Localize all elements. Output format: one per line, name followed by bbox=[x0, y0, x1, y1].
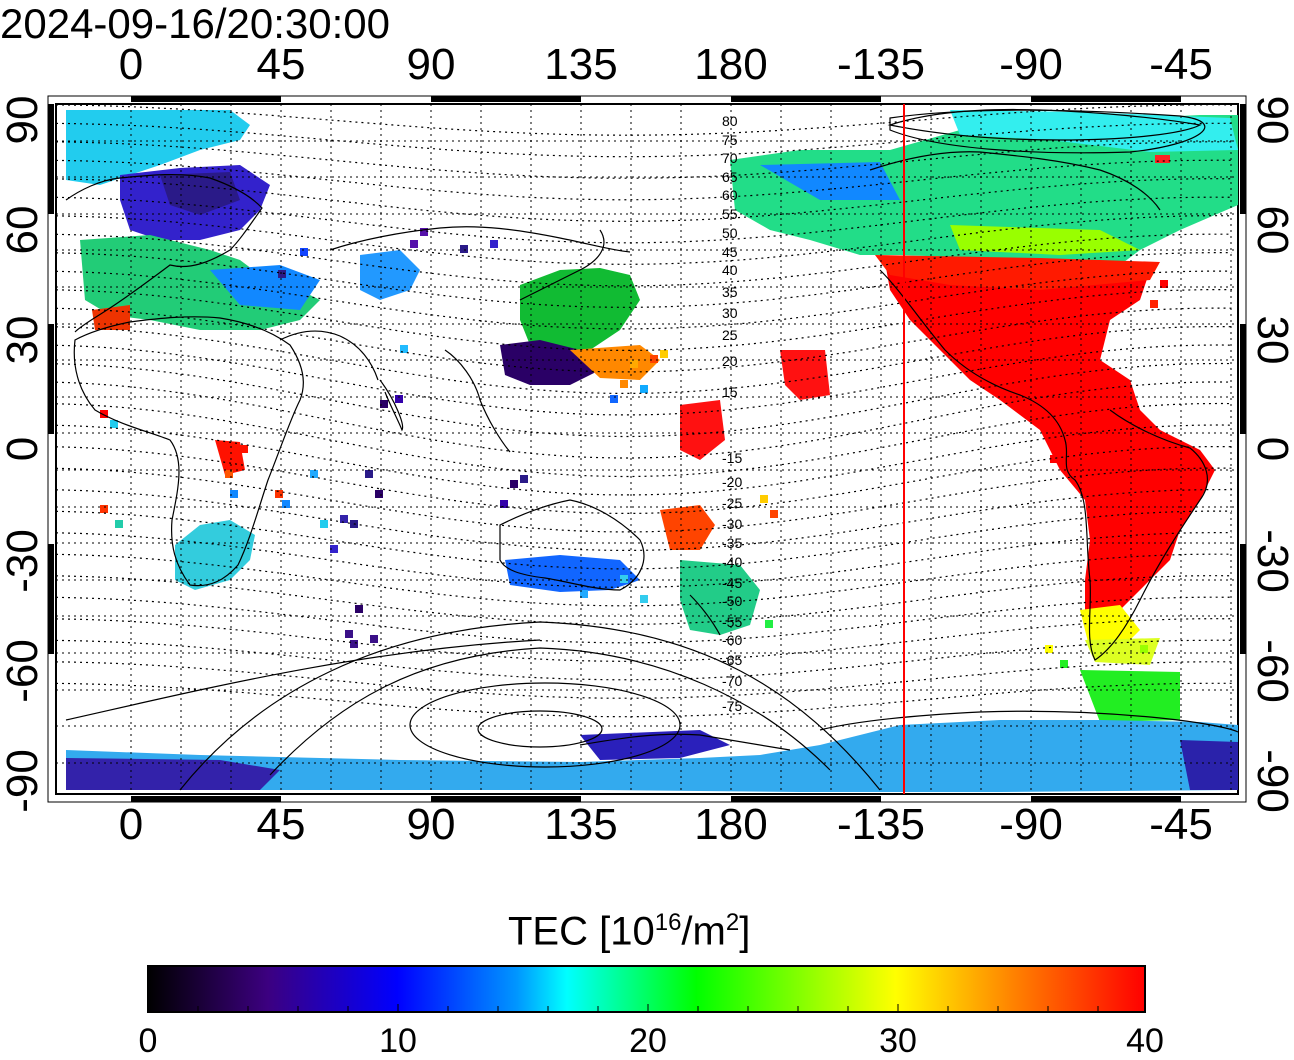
magnetic-latitude-label: 35 bbox=[722, 284, 738, 300]
magnetic-latitude-label: -75 bbox=[722, 698, 742, 714]
colorbar-tick-label: 10 bbox=[379, 1022, 417, 1060]
magnetic-latitude-label: 75 bbox=[722, 132, 738, 148]
colorbar-tick-label: 0 bbox=[138, 1022, 158, 1060]
lon-label-top: 180 bbox=[694, 40, 768, 89]
colorbar-tick-label: 30 bbox=[879, 1022, 917, 1060]
colorbar-title-main: TEC [10 bbox=[508, 909, 655, 954]
colorbar bbox=[147, 965, 1146, 1013]
lon-label-bottom: 45 bbox=[256, 800, 306, 849]
lon-label-bottom: 135 bbox=[544, 800, 618, 849]
magnetic-latitude-label: -30 bbox=[722, 516, 742, 532]
lon-label-bottom: -90 bbox=[999, 800, 1063, 849]
magnetic-latitude-label: 45 bbox=[722, 244, 738, 260]
magnetic-latitude-label: 20 bbox=[722, 353, 738, 369]
magnetic-latitude-label: 55 bbox=[722, 206, 738, 222]
magnetic-latitude-labels: 80 75 70 65 60 55 50 45 40 35 30 25 20 15 -15 -20 -25 -30… bbox=[722, 113, 742, 714]
magnetic-latitude-label: 50 bbox=[722, 225, 738, 241]
magnetic-latitude-label: -35 bbox=[722, 535, 742, 551]
lon-label-top: 0 bbox=[118, 40, 144, 89]
magnetic-latitude-label: -25 bbox=[722, 495, 742, 511]
colorbar-title-close: ] bbox=[739, 909, 751, 954]
lon-label-top: 90 bbox=[406, 40, 456, 89]
lon-label-top: 45 bbox=[256, 40, 306, 89]
magnetic-latitude-label: -50 bbox=[722, 593, 742, 609]
magnetic-latitude-label: 25 bbox=[722, 327, 738, 343]
magnetic-south-contours bbox=[65, 109, 1206, 791]
magnetic-latitude-label: 70 bbox=[722, 150, 738, 166]
magnetic-latitude-label: -70 bbox=[722, 673, 742, 689]
lon-label-top: -90 bbox=[999, 40, 1063, 89]
magnetic-latitude-label: -45 bbox=[722, 575, 742, 591]
timestamp-title: 2024-09-16/20:30:00 bbox=[0, 0, 390, 47]
magnetic-latitude-label: -40 bbox=[722, 554, 742, 570]
colorbar-title: TEC [1016/m2] bbox=[508, 900, 750, 954]
magnetic-latitude-label: 80 bbox=[722, 113, 738, 129]
colorbar-tick-label: 20 bbox=[629, 1022, 667, 1060]
colorbar-title-exponent: 16 bbox=[654, 909, 682, 936]
lon-label-bottom: 90 bbox=[406, 800, 456, 849]
magnetic-latitude-label: 65 bbox=[722, 169, 738, 185]
coastlines bbox=[65, 108, 1238, 751]
lon-label-bottom: 180 bbox=[694, 800, 768, 849]
lon-label-top: 135 bbox=[544, 40, 618, 89]
magnetic-latitude-label: -15 bbox=[722, 450, 742, 466]
colorbar-title-unit: /m bbox=[681, 909, 726, 954]
lon-label-bottom: -135 bbox=[836, 800, 926, 849]
magnetic-latitude-label: 40 bbox=[722, 262, 738, 278]
magnetic-latitude-label: 15 bbox=[722, 384, 738, 400]
lon-label-bottom: 0 bbox=[118, 800, 144, 849]
map-border-scale bbox=[47, 95, 1247, 803]
colorbar-title-unit-exponent: 2 bbox=[725, 909, 740, 936]
lon-label-top: -45 bbox=[1149, 40, 1213, 89]
graticule-grid bbox=[56, 104, 1238, 794]
magnetic-latitude-label: -20 bbox=[722, 474, 742, 490]
tec-data-layer bbox=[66, 110, 1238, 792]
lon-label-top: -135 bbox=[836, 40, 926, 89]
colorbar-tick-label: 40 bbox=[1126, 1022, 1164, 1060]
magnetic-latitude-label: -65 bbox=[722, 652, 742, 668]
magnetic-latitude-label: 60 bbox=[722, 187, 738, 203]
magnetic-latitude-label: -55 bbox=[722, 614, 742, 630]
magnetic-latitude-label: -60 bbox=[722, 632, 742, 648]
colorbar-ticks bbox=[197, 1004, 1099, 1012]
magnetic-latitude-label: 30 bbox=[722, 305, 738, 321]
lon-label-bottom: -45 bbox=[1149, 800, 1213, 849]
magnetic-latitude-contours bbox=[56, 104, 1233, 718]
